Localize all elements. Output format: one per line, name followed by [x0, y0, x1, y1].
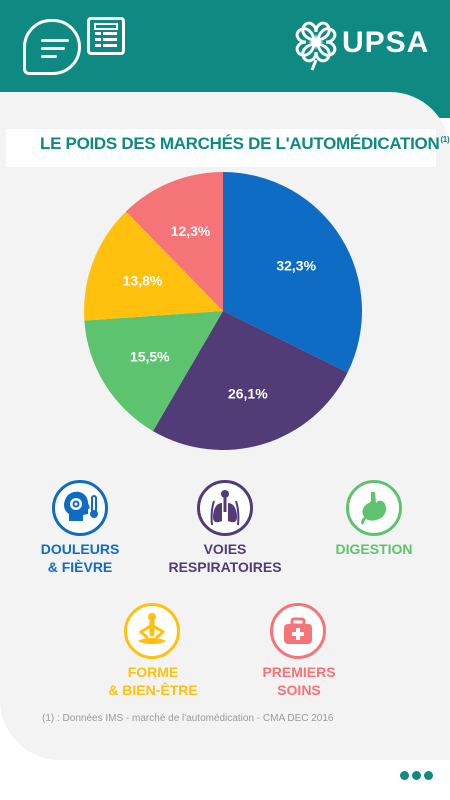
more-options-button[interactable]	[400, 767, 436, 780]
category-label: VOIES RESPIRATOIRES	[168, 541, 282, 575]
category-label: DOULEURS & FIÈVRE	[40, 541, 120, 575]
category-digestion: DIGESTION	[322, 480, 426, 558]
pie-slice	[84, 311, 223, 432]
category-label: PREMIERS SOINS	[262, 664, 336, 698]
pie-slice	[152, 311, 348, 450]
stomach-icon	[346, 480, 402, 536]
menu-icon	[41, 39, 69, 42]
brand-name: UPSA	[342, 26, 430, 59]
lungs-icon	[197, 480, 253, 536]
first-aid-kit-icon	[270, 603, 326, 659]
category-forme-bien-etre: FORME & BIEN-ÊTRE	[100, 603, 206, 699]
pie-slice-label: 15,5%	[130, 348, 170, 364]
footnote: (1) : Données IMS - marché de l'automédi…	[42, 713, 334, 724]
pie-slice-label: 12,3%	[171, 223, 211, 239]
category-voies-respiratoires: VOIES RESPIRATOIRES	[160, 480, 290, 576]
pie-slice	[223, 172, 363, 373]
category-douleurs-fievre: DOULEURS & FIÈVRE	[27, 480, 133, 576]
footnote-marker: (1)	[440, 135, 450, 145]
menu-button[interactable]	[23, 19, 81, 75]
head-thermometer-icon	[52, 480, 108, 536]
document-button[interactable]	[87, 17, 125, 55]
category-label: FORME & BIEN-ÊTRE	[108, 664, 198, 698]
pie-slice	[84, 211, 223, 321]
title-box	[6, 129, 436, 167]
pie-slice-label: 26,1%	[228, 386, 268, 402]
chart-title: LE POIDS DES MARCHÉS DE L'AUTOMÉDICATION…	[40, 134, 450, 153]
category-premiers-soins: PREMIERS SOINS	[246, 603, 352, 699]
category-label: DIGESTION	[335, 541, 413, 557]
document-icon	[94, 23, 118, 47]
meditation-icon	[124, 603, 180, 659]
pie-slice-label: 13,8%	[123, 272, 163, 288]
pie-slice-label: 32,3%	[276, 258, 316, 274]
clover-logo-icon	[295, 21, 337, 71]
upsa-logo: UPSA	[292, 18, 430, 71]
pie-slice	[125, 172, 223, 311]
